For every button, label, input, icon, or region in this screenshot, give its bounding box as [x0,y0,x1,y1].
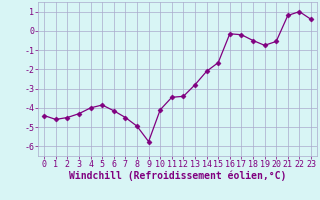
X-axis label: Windchill (Refroidissement éolien,°C): Windchill (Refroidissement éolien,°C) [69,171,286,181]
